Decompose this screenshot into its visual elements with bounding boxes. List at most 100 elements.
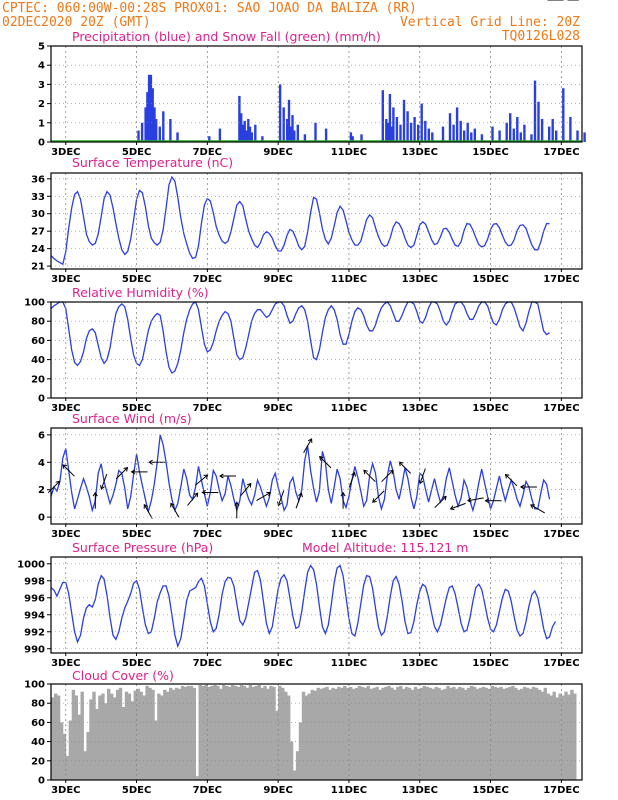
wind-arrow-head [234, 501, 240, 506]
wind-arrow-shaft [372, 490, 385, 503]
cloud-bar [357, 685, 362, 780]
cloud-bar [528, 688, 533, 780]
temp-line [50, 175, 550, 266]
wind-arrow-shaft [115, 467, 128, 480]
x-tick-label: 7DEC [193, 403, 222, 414]
cloud-bar [381, 687, 385, 780]
precip-bar [466, 122, 469, 142]
y-tick-label: 2 [38, 99, 45, 110]
y-tick-label: 27 [31, 227, 45, 238]
precip-bar [548, 126, 551, 142]
cloud-bar [337, 686, 341, 780]
cloud-bar [437, 687, 441, 780]
cloud-bar [343, 685, 347, 780]
wind-arrow [303, 438, 313, 454]
cloud-bar [65, 756, 70, 780]
cloud-bar [124, 691, 129, 780]
temp-plot: 21 24 27 30 33 36 3DEC 5DEC 7DEC 9DEC 11DEC 13DEC 15… [31, 172, 583, 285]
humidity-panel: Relative Humidity (%) [72, 285, 209, 300]
x-tick-label: 5DEC [122, 274, 151, 285]
wind-arrow [529, 504, 545, 514]
precip-bar [473, 128, 476, 142]
cloud-bar [151, 689, 155, 780]
cloud-bar [573, 693, 577, 780]
wind-arrow-head [484, 498, 490, 504]
cloud-bar [71, 689, 76, 780]
wind-arrow [319, 455, 332, 469]
precip-bar [441, 126, 445, 142]
wind-arrow-shaft [170, 503, 180, 518]
x-tick-label: 11DEC [331, 658, 367, 669]
precip-bar [147, 74, 151, 142]
precip-bar [149, 74, 153, 142]
cloud-bar [207, 686, 211, 780]
y-tick-label: 60 [31, 336, 45, 347]
cloud-bar [157, 693, 161, 780]
cloud-bar [222, 685, 226, 780]
cloud-bar [378, 689, 382, 780]
cloud-bar [369, 688, 373, 780]
y-tick-label: 4 [38, 61, 45, 72]
y-tick-label: 80 [31, 699, 45, 710]
wind-arrow-head [504, 473, 510, 479]
wind-arrow-shaft [348, 472, 356, 488]
precip-bar [533, 80, 537, 142]
precip-bar [287, 99, 291, 142]
y-tick-label: 5 [38, 42, 45, 53]
wind-arrow [143, 503, 153, 519]
cloud-bar [416, 688, 421, 780]
cloud-bar [189, 685, 194, 780]
wind-arrow [504, 473, 518, 487]
precip-bar [390, 126, 393, 142]
cloud-bar [236, 686, 241, 780]
precip-bar [455, 107, 459, 142]
wind-arrow [381, 469, 394, 483]
cloud-bar [198, 685, 202, 780]
precip-bar [314, 122, 317, 142]
cloud-bar [278, 685, 282, 780]
y-tick-label: 80 [31, 317, 45, 328]
y-tick-label: 20 [31, 374, 45, 385]
wind-arrow-head [466, 497, 472, 503]
x-tick-label: 9DEC [263, 785, 292, 796]
wind-arrow-shaft [381, 469, 394, 483]
cloud-bar [310, 689, 314, 780]
cloud-bar [399, 685, 403, 780]
cloud-bar [366, 685, 370, 780]
wind-arrow-head [351, 471, 356, 477]
cloud-bar [110, 693, 114, 780]
x-tick-label: 17DEC [543, 785, 579, 796]
cloud-bar [210, 685, 214, 780]
wind-arrow-shaft [419, 468, 426, 484]
wind-arrow [256, 491, 272, 502]
wind-arrow-head [123, 466, 129, 472]
precip-bar [385, 119, 388, 142]
cloud-bar [549, 695, 553, 780]
cloud-bar [360, 686, 365, 780]
x-tick-label: 17DEC [543, 658, 579, 669]
cloud-bar [540, 691, 545, 780]
y-tick-label: 60 [31, 718, 45, 729]
cloud-bar [428, 687, 432, 780]
wind-arrow-shaft [505, 474, 518, 487]
wind-arrow-head [340, 491, 346, 497]
cloud-bar [204, 685, 208, 780]
humidity-title: Relative Humidity (%) [72, 285, 209, 300]
precip-bar [254, 124, 257, 142]
y-tick-label: 1 [38, 118, 45, 129]
precip-bar [218, 128, 222, 142]
precip-bar [540, 119, 544, 142]
cloud-bar [484, 687, 488, 780]
x-tick-label: 5DEC [122, 147, 151, 158]
precip-bar [427, 128, 430, 142]
cloud-bar [56, 695, 61, 780]
cloud-bar [201, 685, 205, 780]
precip-bar [155, 119, 158, 142]
wind-panel: Surface Wind (m/s) [72, 411, 192, 426]
precip-bar [420, 103, 423, 142]
cloud-bar [419, 687, 424, 780]
precip-frame [50, 45, 583, 143]
cloud-bar [567, 694, 571, 780]
cloud-bar [101, 693, 105, 780]
